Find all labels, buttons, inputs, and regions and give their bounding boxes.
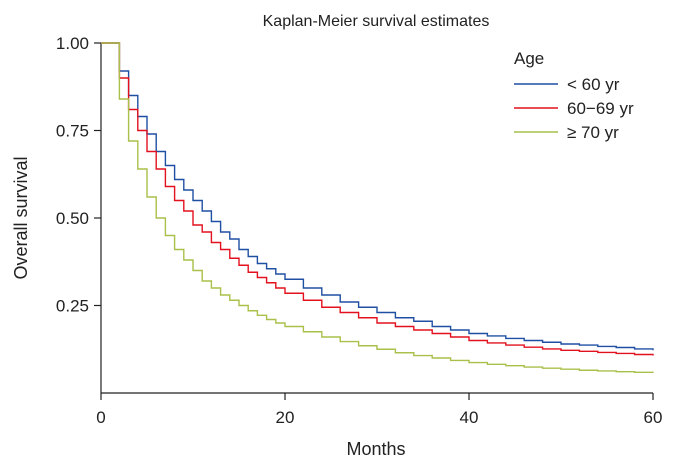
x-axis-title: Months <box>346 439 405 459</box>
y-tick-label: 0.50 <box>56 209 89 228</box>
chart-title: Kaplan-Meier survival estimates <box>263 13 490 30</box>
legend-label: 60−69 yr <box>567 99 634 118</box>
series-line-1 <box>101 42 654 351</box>
y-axis: 0.25 0.50 0.75 1.00 <box>56 34 102 393</box>
legend-label: ≥ 70 yr <box>567 123 619 142</box>
y-tick-label: 0.75 <box>56 122 89 141</box>
legend-title: Age <box>514 49 544 68</box>
x-tick-label: 40 <box>460 408 479 427</box>
y-tick-label: 0.25 <box>56 297 89 316</box>
x-tick-label: 0 <box>96 408 105 427</box>
series-line-3 <box>101 42 654 374</box>
series-layer <box>101 42 654 374</box>
legend-item: < 60 yr <box>514 75 620 94</box>
legend-label: < 60 yr <box>567 75 620 94</box>
x-axis: 0 20 40 60 <box>96 392 663 427</box>
legend-item: 60−69 yr <box>514 99 634 118</box>
series-line-2 <box>101 42 654 356</box>
y-tick-label: 1.00 <box>56 34 89 53</box>
x-tick-label: 60 <box>644 408 663 427</box>
legend: Age < 60 yr 60−69 yr ≥ 70 yr <box>514 49 634 142</box>
y-axis-title: Overall survival <box>11 156 31 279</box>
x-tick-label: 20 <box>276 408 295 427</box>
legend-item: ≥ 70 yr <box>514 123 619 142</box>
